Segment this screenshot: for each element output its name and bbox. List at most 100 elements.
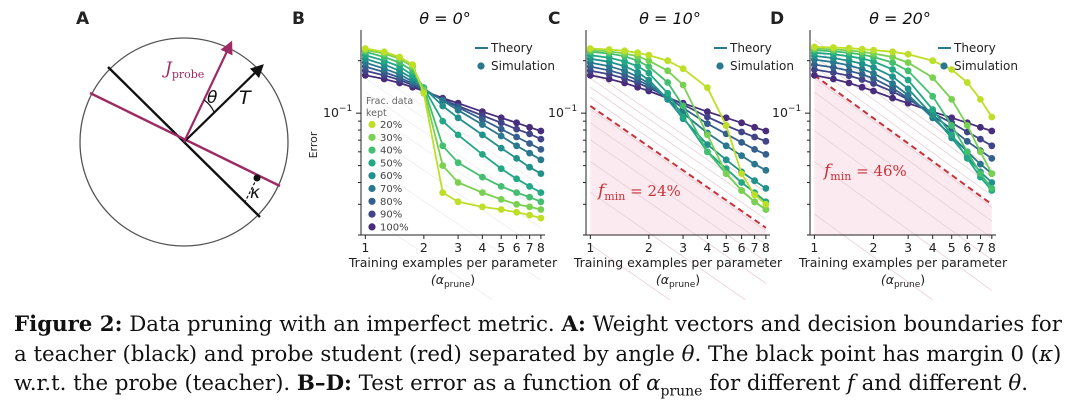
simulation-point — [762, 185, 770, 192]
theta-arc — [203, 99, 215, 113]
simulation-point — [454, 106, 462, 114]
simulation-point — [858, 83, 866, 91]
x-tick-label: 7 — [751, 240, 759, 255]
simulation-point — [988, 179, 996, 186]
panel-c-letter: C — [548, 9, 560, 29]
frac-legend-label: 30% — [380, 133, 402, 144]
simulation-point — [830, 69, 837, 76]
simulation-point — [513, 200, 520, 208]
caption-math: θ — [681, 341, 695, 367]
x-tick-label: 8 — [762, 240, 770, 255]
x-tick-label: 3 — [679, 240, 687, 255]
simulation-point — [479, 203, 486, 211]
simulation-point — [762, 137, 770, 145]
simulation-point — [988, 113, 996, 121]
theory-legend-label: Theory — [729, 41, 772, 55]
simulation-point — [497, 196, 505, 203]
simulation-point — [679, 102, 687, 110]
simulation-point — [889, 80, 896, 87]
caption-math: f — [846, 371, 855, 396]
simulation-point — [634, 49, 641, 57]
simulation-point — [870, 70, 877, 77]
guide-line — [590, 78, 767, 201]
simulation-legend-label: Simulation — [954, 59, 1018, 73]
simulation-point — [904, 50, 912, 58]
simulation-point — [645, 57, 653, 65]
probe-vector — [183, 40, 233, 143]
simulation-point — [889, 84, 896, 92]
simulation-point — [586, 45, 594, 52]
simulation-point — [537, 206, 545, 213]
x-tick-label: 5 — [948, 240, 956, 255]
simulation-point — [722, 114, 730, 122]
simulation-point — [645, 63, 653, 70]
caption-text: . The black point has margin 0 ( — [694, 341, 1040, 367]
simulation-point — [479, 131, 486, 139]
frac-legend-marker — [368, 120, 376, 129]
simulation-point — [751, 146, 758, 153]
frac-legend-marker — [368, 197, 376, 205]
caption-text: and different — [854, 371, 1009, 396]
guide-line — [590, 108, 767, 232]
simulation-point — [420, 89, 428, 97]
simulation-point — [929, 112, 937, 119]
guide-line — [814, 108, 993, 239]
simulation-point — [537, 214, 545, 222]
simulation-point — [537, 127, 545, 135]
x-tick-label: 1 — [361, 240, 369, 255]
simulation-point — [977, 135, 984, 143]
simulation-point — [738, 187, 745, 194]
caption-math: α — [646, 371, 661, 396]
simulation-point — [811, 71, 818, 79]
simulation-point — [537, 146, 545, 153]
simulation-point — [988, 170, 996, 178]
fmin-dashed-line — [589, 105, 767, 229]
x-tick-label: 2 — [645, 240, 653, 255]
x-tick-label: 8 — [537, 240, 545, 255]
simulation-point — [870, 87, 877, 95]
simulation-point — [738, 170, 745, 178]
fmin-annotation: fmin = 24% — [596, 181, 681, 203]
caption-text: . — [1021, 371, 1028, 396]
x-axis-label-math: (αprune) — [881, 272, 925, 290]
simulation-point — [439, 97, 447, 104]
simulation-point — [645, 76, 653, 84]
fmin-region — [814, 75, 992, 235]
simulation-point — [537, 189, 545, 197]
x-tick-label: 1 — [810, 240, 818, 255]
frac-legend-label: 90% — [380, 210, 402, 221]
simulation-point — [704, 113, 711, 121]
simulation-legend-marker — [477, 62, 485, 70]
guide-line — [365, 213, 494, 300]
caption-fig-label: Figure 2: — [14, 312, 123, 337]
simulation-point — [439, 162, 447, 170]
simulation-point — [722, 170, 730, 178]
caption-math: θ — [1008, 371, 1022, 396]
caption-math-sub: prune — [660, 383, 703, 400]
caption-math: κ — [1039, 341, 1054, 367]
frac-legend-title-1: Frac. data — [366, 96, 413, 107]
simulation-point — [497, 125, 505, 133]
simulation-point — [479, 116, 486, 123]
probe-label: Jprobe — [162, 59, 204, 81]
simulation-point — [948, 114, 956, 122]
simulation-point — [634, 68, 641, 76]
simulation-point — [948, 66, 956, 73]
boundary-circle — [79, 37, 289, 247]
simulation-point — [479, 189, 486, 197]
simulation-point — [664, 79, 672, 86]
simulation-point — [988, 142, 996, 150]
simulation-legend-label: Simulation — [730, 59, 794, 73]
x-axis-label: Training examples per parameter — [798, 255, 1008, 270]
simulation-point — [929, 74, 937, 81]
simulation-point — [858, 60, 866, 68]
panel-a: A θ T Jprobe κ — [76, 9, 289, 247]
simulation-point — [751, 133, 758, 141]
simulation-point — [889, 66, 896, 73]
frac-legend-label: 60% — [380, 171, 402, 182]
simulation-point — [704, 131, 711, 139]
simulation-point — [497, 206, 505, 213]
simulation-point — [704, 120, 711, 128]
simulation-point — [439, 102, 447, 110]
